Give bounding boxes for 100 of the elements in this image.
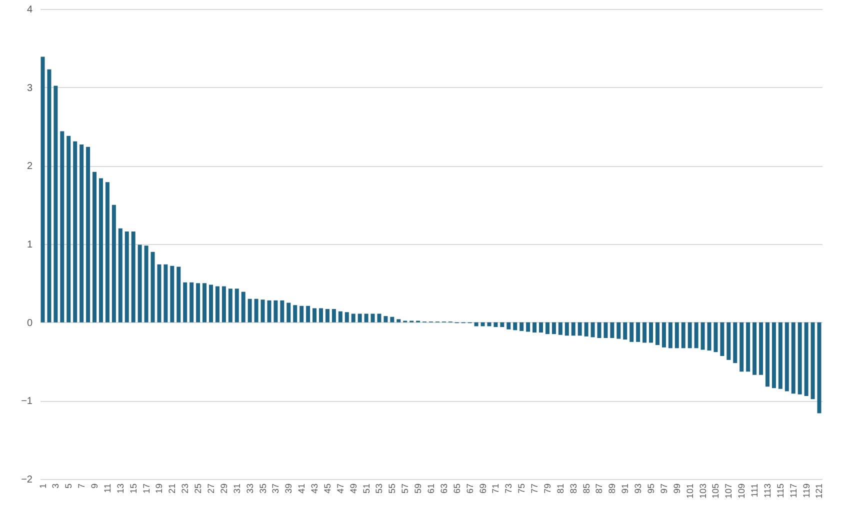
- x-tick-label: 79: [542, 484, 552, 494]
- x-tick-label: 81: [555, 484, 566, 494]
- bar: [688, 322, 692, 348]
- x-tick-label: 33: [244, 484, 255, 494]
- bar: [144, 246, 148, 322]
- bar: [318, 308, 323, 322]
- x-tick-label: 9: [90, 484, 100, 489]
- bar: [86, 146, 90, 322]
- bar: [73, 141, 78, 322]
- bar: [500, 322, 504, 328]
- bar: [274, 300, 278, 322]
- bar: [804, 322, 808, 396]
- x-tick-label: 25: [193, 484, 204, 494]
- bar: [267, 300, 272, 322]
- x-tick-label: 87: [594, 484, 604, 494]
- bar: [80, 144, 84, 322]
- x-tick-label: 19: [154, 484, 164, 494]
- bar: [532, 322, 537, 333]
- x-tick-label: 61: [426, 484, 436, 494]
- bar: [778, 322, 782, 389]
- x-tick-label: 69: [478, 484, 488, 494]
- bar: [306, 306, 310, 322]
- bar: [480, 322, 485, 326]
- x-tick-label: 31: [232, 484, 242, 494]
- bar: [254, 298, 258, 322]
- bar: [578, 322, 582, 336]
- x-tick-label: 17: [141, 484, 152, 494]
- bar: [54, 86, 58, 322]
- x-tick-label: 43: [310, 484, 320, 494]
- x-tick-label: 85: [581, 484, 592, 494]
- bar: [494, 322, 498, 328]
- bar: [545, 322, 550, 334]
- bar: [118, 228, 122, 322]
- bar: [590, 322, 595, 338]
- x-tick-label: 73: [504, 484, 514, 494]
- bar: [571, 322, 576, 336]
- x-tick-label: 97: [658, 484, 669, 494]
- x-tick-label: 11: [102, 484, 112, 493]
- bar: [248, 298, 252, 322]
- bar: [300, 306, 304, 322]
- bar: [222, 286, 226, 322]
- bar: [520, 322, 524, 331]
- bar: [338, 311, 342, 322]
- bar: [720, 322, 724, 356]
- bar: [700, 322, 705, 350]
- bar: [92, 172, 97, 322]
- x-tick-label: 29: [218, 484, 229, 494]
- y-tick-label: −1: [21, 396, 33, 408]
- bar: [513, 322, 518, 330]
- x-tick-label: 49: [348, 484, 358, 494]
- bar: [183, 282, 188, 322]
- bar: [564, 322, 569, 336]
- bar: [241, 292, 246, 322]
- bar: [396, 319, 401, 322]
- bar: [351, 314, 356, 322]
- x-tick-label: 37: [270, 484, 281, 494]
- bar: [202, 283, 207, 322]
- bar: [40, 56, 45, 322]
- x-tick-label: 39: [284, 484, 294, 494]
- x-tick-label: 83: [568, 484, 578, 494]
- bar: [714, 322, 718, 352]
- y-tick-label: 3: [26, 82, 33, 94]
- bar: [131, 231, 136, 322]
- bar: [772, 322, 776, 388]
- x-tick-label: 59: [413, 484, 424, 494]
- bar: [215, 286, 220, 322]
- bar: [674, 322, 679, 348]
- y-tick-label: 0: [26, 318, 33, 329]
- x-tick-label: 91: [620, 484, 630, 494]
- bar: [506, 322, 511, 330]
- x-tick-label: 55: [387, 484, 398, 494]
- bar: [552, 322, 556, 334]
- bar: [798, 322, 802, 394]
- bar: [176, 266, 181, 322]
- x-tick-label: 113: [762, 484, 772, 498]
- bar: [138, 244, 142, 322]
- bar: [234, 288, 239, 322]
- x-tick-label: 71: [490, 484, 501, 494]
- y-tick-label: 1: [26, 240, 33, 250]
- bar: [810, 322, 815, 400]
- x-tick-label: 21: [167, 484, 178, 494]
- x-tick-label: 103: [698, 484, 708, 499]
- x-tick-label: 77: [530, 484, 540, 494]
- bar: [662, 322, 666, 348]
- x-tick-label: 89: [607, 484, 618, 494]
- x-tick-label: 35: [258, 484, 268, 494]
- bar: [733, 322, 738, 364]
- y-tick-label: −2: [21, 474, 33, 486]
- x-tick-label: 41: [296, 484, 307, 494]
- bar: [105, 182, 110, 322]
- bar: [286, 302, 291, 322]
- x-tick-label: 99: [672, 484, 682, 494]
- bar: [390, 316, 394, 322]
- bar: [150, 252, 155, 322]
- bar: [694, 322, 698, 348]
- x-tick-label: 121: [814, 484, 824, 499]
- x-tick-label: 111: [750, 484, 760, 498]
- bar: [630, 322, 634, 342]
- bar: [668, 322, 672, 348]
- x-tick-label: 53: [374, 484, 384, 494]
